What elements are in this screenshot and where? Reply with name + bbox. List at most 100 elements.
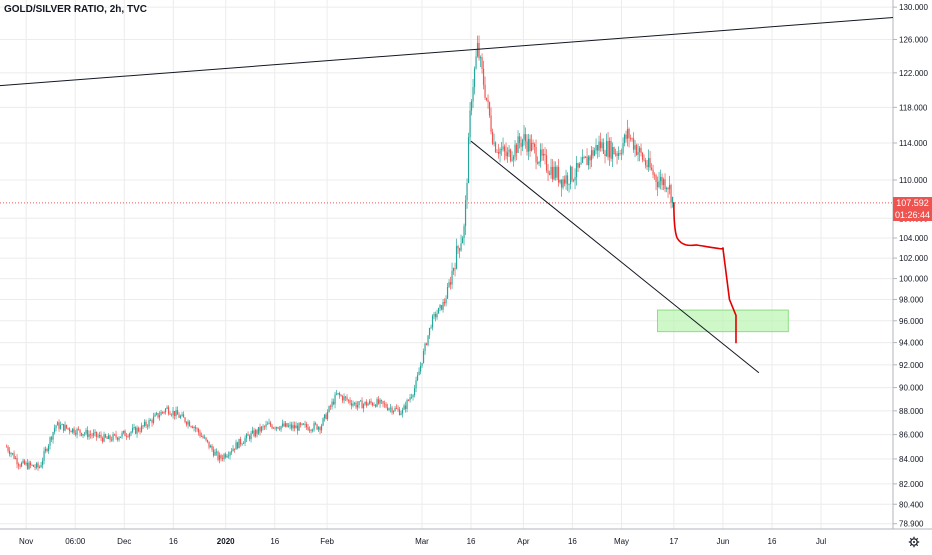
candle-body (232, 448, 234, 452)
candle-body (607, 141, 609, 158)
candle-body (185, 422, 188, 425)
candle-body (11, 453, 14, 455)
candle-body (109, 435, 111, 440)
candle-body (142, 425, 144, 427)
candle-body (365, 401, 368, 406)
candle-body (325, 414, 327, 420)
x-tick-label: May (614, 537, 629, 546)
candle-body (626, 128, 629, 139)
candle-body (575, 162, 578, 177)
candle-body (218, 455, 221, 460)
candle-body (593, 150, 596, 156)
candle-body (400, 413, 402, 415)
x-tick-label: Jul (816, 537, 826, 546)
candle-body (500, 149, 503, 150)
candle-body (638, 147, 641, 153)
candle-body (322, 418, 324, 426)
y-tick-label: 86.000 (899, 431, 924, 440)
candle-body (77, 428, 80, 430)
candle-body (605, 141, 608, 157)
candle-body (622, 143, 624, 154)
candle-body (484, 84, 486, 98)
candle-body (260, 426, 263, 432)
candle-body (427, 335, 429, 345)
candle-body (107, 435, 110, 439)
y-tick-label: 84.000 (899, 455, 924, 464)
candle-body (188, 421, 191, 427)
candle-body (559, 179, 561, 183)
candle-body (368, 401, 371, 404)
candle-body (307, 427, 309, 431)
candle-body (278, 428, 281, 430)
candle-body (577, 162, 579, 168)
candle-body (85, 430, 87, 434)
settings-gear-icon[interactable] (908, 536, 920, 548)
candle-body (248, 435, 251, 440)
candle-body (532, 142, 534, 145)
candle-body (40, 465, 42, 468)
candle-body (443, 302, 446, 304)
candle-body (418, 371, 420, 376)
candle-body (46, 448, 48, 452)
candle-body (338, 392, 341, 396)
y-tick-label: 126.000 (899, 35, 928, 44)
candle-body (326, 411, 329, 420)
candle-body (68, 428, 71, 432)
target-zone (656, 309, 789, 333)
candle-body (265, 424, 267, 427)
candle-body (602, 142, 605, 154)
candle-body (562, 179, 564, 188)
candle-body (170, 414, 173, 416)
candle-body (220, 455, 222, 459)
candle-body (659, 176, 662, 182)
x-tick-label: 06:00 (65, 537, 86, 546)
candle-body (344, 396, 347, 398)
candle-body (505, 151, 507, 157)
candle-body (22, 460, 24, 463)
candle-body (175, 410, 177, 417)
candle-body (448, 282, 450, 287)
candle-body (104, 434, 107, 438)
candle-body (457, 246, 459, 249)
candle-body (202, 436, 204, 438)
candle-body (583, 157, 585, 158)
projection-path (673, 201, 737, 344)
candle-body (529, 138, 531, 151)
candle-body (254, 430, 257, 437)
candle-body (205, 437, 207, 440)
candle-body (637, 152, 639, 155)
candle-body (350, 403, 353, 406)
candle-body (349, 400, 351, 404)
candle-body (560, 179, 563, 188)
candle-body (176, 410, 179, 415)
candle-body (13, 453, 15, 459)
candle-body (613, 147, 615, 155)
candle-body (503, 146, 506, 152)
y-tick-label: 102.000 (899, 254, 928, 263)
candle-body (377, 399, 380, 404)
candle-body (487, 99, 489, 103)
candle-body (64, 424, 66, 431)
x-tick-label: 16 (467, 537, 476, 546)
candle-body (467, 137, 470, 184)
candle-body (82, 434, 84, 436)
candle-body (296, 425, 299, 431)
candle-body (557, 166, 560, 183)
last-price-badge: 107.592 (893, 196, 932, 209)
candle-body (536, 162, 539, 164)
candle-body (595, 145, 597, 151)
candle-body (146, 425, 149, 427)
candle-body (401, 409, 404, 414)
candle-body (316, 424, 318, 430)
candle-body (193, 427, 195, 428)
candle-body (289, 424, 291, 426)
candle-body (106, 437, 108, 439)
candle-body (545, 155, 548, 171)
candle-body (470, 101, 473, 111)
candle-body (49, 437, 51, 446)
candle-body (479, 57, 482, 59)
candle-body (134, 427, 137, 434)
y-tick-label: 94.000 (899, 339, 924, 348)
